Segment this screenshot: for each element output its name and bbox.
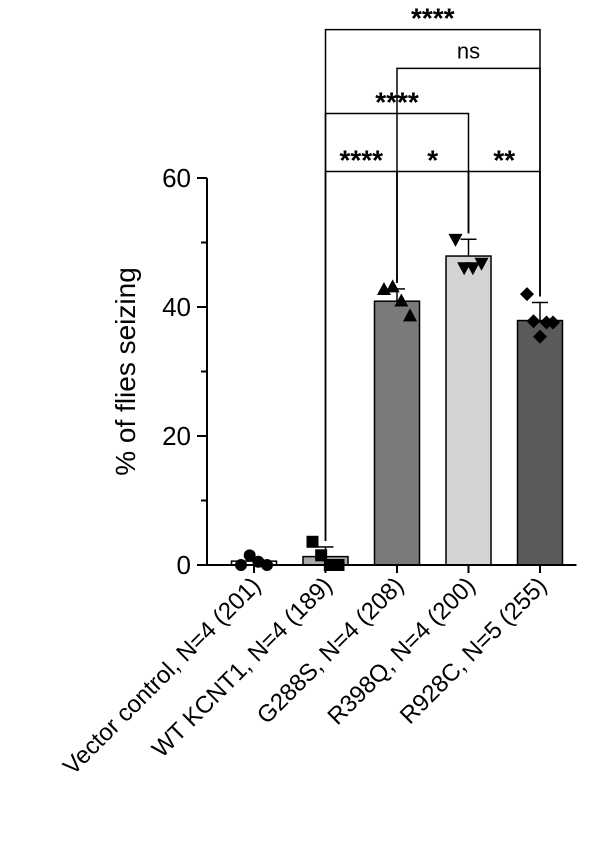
y-tick-label: 60 [162,163,191,193]
y-axis-label: % of flies seizing [110,267,141,476]
data-point [546,315,560,330]
significance-layer: ****ns******** * ** [324,3,541,541]
y-tick-label: 40 [162,292,191,322]
significance-label: ns [457,38,480,63]
points-layer [235,233,560,571]
significance-label: ** [493,145,515,176]
bar [516,319,564,566]
bar [445,255,492,566]
data-point [448,233,463,247]
data-point [533,329,547,344]
significance-label: **** [411,3,455,34]
significance-label: **** [375,87,419,118]
data-point [474,257,489,271]
data-point [243,549,256,562]
data-point [465,262,480,276]
data-point [520,287,534,302]
data-point [315,549,328,562]
data-point [306,535,319,548]
y-tick-label: 0 [177,550,191,580]
significance-bracket [467,170,541,297]
significance-label: **** [339,145,383,176]
data-point [394,293,409,307]
bar [373,300,421,566]
data-point [403,308,417,322]
data-point [526,314,541,329]
y-tick-label: 20 [162,421,191,451]
significance-bracket [324,28,541,541]
data-point [385,279,400,293]
significance-label: * [427,145,438,176]
axes-layer [197,177,577,573]
